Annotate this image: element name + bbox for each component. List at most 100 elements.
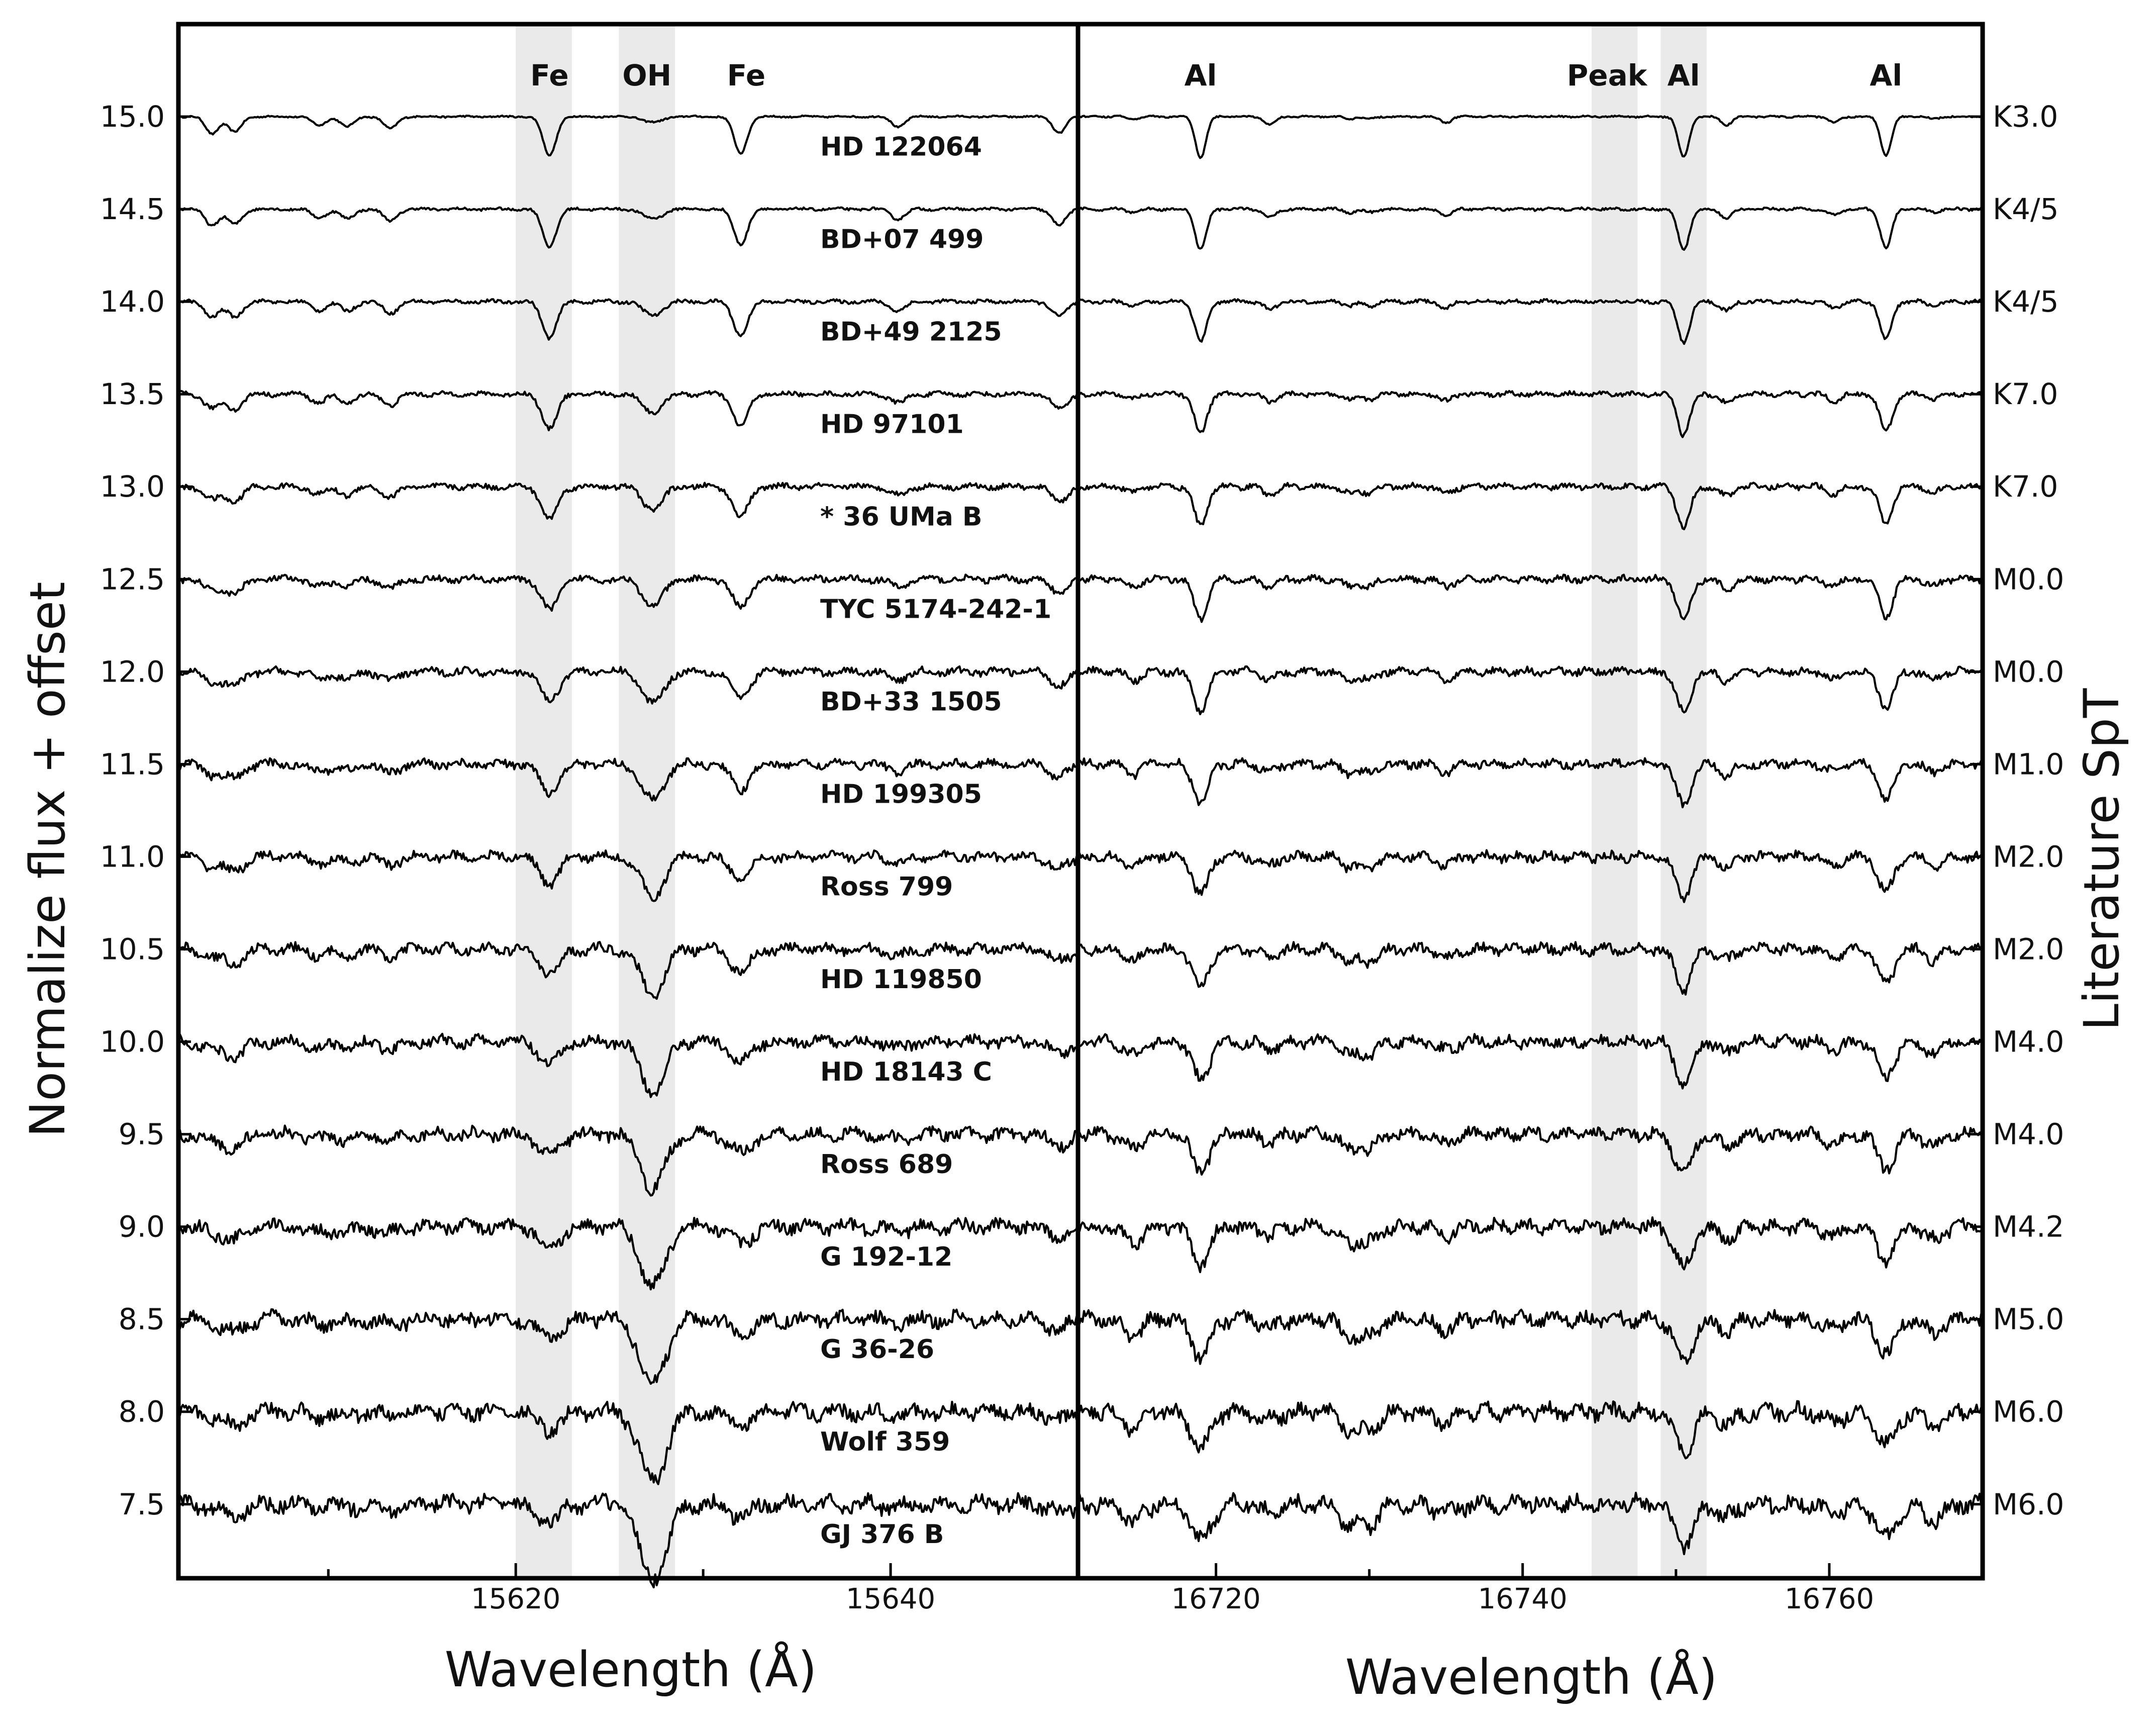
line-label-left-2: Fe — [727, 58, 766, 92]
y-axis-title: Normalize flux + offset — [20, 582, 76, 1137]
spectrum-left-5 — [177, 573, 1079, 612]
spectrum-right-5 — [1077, 573, 1984, 623]
spectrum-right-1 — [1077, 206, 1984, 251]
line-label-left-0: Fe — [530, 58, 569, 92]
spt-label: M4.2 — [1993, 1210, 2064, 1244]
star-name-label: TYC 5174-242-1 — [820, 595, 1051, 625]
y-tick-label: 11.5 — [100, 747, 165, 781]
spectrum-right-10 — [1076, 1033, 1984, 1090]
y-tick-label: 14.5 — [100, 192, 165, 226]
spt-label: M2.0 — [1993, 839, 2064, 874]
right-axis-title: Literature SpT — [2074, 688, 2130, 1030]
spt-label: M4.0 — [1993, 1117, 2064, 1152]
y-tick-label: 14.0 — [100, 284, 165, 319]
spt-label: K3.0 — [1993, 100, 2058, 134]
star-name-label: Wolf 359 — [820, 1427, 950, 1457]
spt-axis: K3.0 K4/5 K4/5 K7.0 K7.0 M0.0 M0.0 M1.0 M2.0 M2.0… — [1970, 100, 2064, 1521]
star-name-label: Ross 799 — [820, 872, 953, 902]
right-x-axis-title: Wavelength (Å) — [1345, 1649, 1718, 1705]
x-tick-label-right: 16760 — [1785, 1583, 1874, 1615]
y-tick-label: 9.0 — [119, 1210, 165, 1244]
spectrum-left-7 — [177, 757, 1079, 802]
spectrum-right-3 — [1077, 390, 1984, 438]
spt-label: M4.0 — [1993, 1025, 2064, 1059]
shaded-band-left-0 — [516, 24, 572, 1578]
line-label-right-3: Al — [1870, 58, 1902, 92]
y-tick-label: 12.5 — [100, 562, 165, 596]
y-tick-label: 11.0 — [100, 839, 165, 874]
spt-label: M2.0 — [1993, 932, 2064, 966]
spt-label: M1.0 — [1993, 747, 2064, 781]
star-name-label: * 36 UMa B — [820, 502, 983, 532]
spectrum-right-0 — [1077, 114, 1983, 159]
spectrum-right-9 — [1077, 941, 1984, 996]
spectrum-left-3 — [178, 390, 1079, 432]
spectrum-left-11 — [178, 1124, 1079, 1197]
star-name-label: HD 199305 — [820, 780, 982, 810]
star-name-label: BD+49 2125 — [820, 317, 1002, 347]
spectrum-right-11 — [1077, 1125, 1984, 1176]
left-x-axis-title: Wavelength (Å) — [445, 1641, 817, 1698]
left-panel: Fe OH Fe HD 122064 BD+07 499 BD+49 2125 HD 971… — [176, 22, 1081, 1615]
star-name-label: HD 122064 — [820, 132, 982, 162]
spt-label: M0.0 — [1993, 562, 2064, 596]
spt-label: M0.0 — [1993, 654, 2064, 689]
y-tick-label: 9.5 — [119, 1117, 165, 1152]
line-label-right-0: Peak — [1567, 58, 1648, 92]
spectrum-left-15 — [177, 1492, 1080, 1589]
shaded-band-right-1 — [1660, 24, 1707, 1578]
spectrum-left-10 — [177, 1032, 1080, 1098]
star-name-label: Ross 689 — [820, 1149, 953, 1180]
spectrum-left-0 — [177, 114, 1079, 157]
x-tick-label-right: 16740 — [1478, 1583, 1567, 1615]
spectrum-right-13 — [1076, 1308, 1984, 1365]
spectrum-left-1 — [177, 206, 1078, 249]
x-tick-label-left: 15620 — [471, 1583, 560, 1615]
right-panel: Peak Al Al Al 16720 16740 16760 — [1075, 22, 1985, 1615]
spt-label: K7.0 — [1993, 377, 2058, 411]
spectrum-left-9 — [177, 940, 1079, 1000]
shaded-band-left-1 — [619, 24, 675, 1578]
spectrum-right-12 — [1077, 1216, 1984, 1274]
x-tick-label-left: 15640 — [846, 1583, 935, 1615]
y-tick-label: 8.0 — [119, 1395, 165, 1429]
spectrum-right-8 — [1077, 849, 1984, 903]
spectrum-right-2 — [1077, 298, 1983, 345]
spectrum-left-2 — [178, 298, 1079, 341]
y-tick-label: 7.5 — [119, 1487, 165, 1521]
spectrum-left-4 — [178, 482, 1079, 520]
y-tick-label: 13.5 — [100, 377, 165, 411]
star-name-label: BD+07 499 — [820, 224, 984, 254]
y-tick-label: 13.0 — [100, 469, 165, 504]
spt-label: M5.0 — [1993, 1302, 2064, 1336]
spt-label: M6.0 — [1993, 1487, 2064, 1521]
spectrum-right-4 — [1077, 482, 1983, 531]
spectrum-left-14 — [177, 1400, 1080, 1485]
y-tick-label: 10.0 — [100, 1025, 165, 1059]
spt-label: K7.0 — [1993, 469, 2058, 504]
line-label-left-1: OH — [622, 58, 671, 92]
star-name-label: G 192-12 — [820, 1242, 952, 1272]
shaded-band-right-0 — [1592, 24, 1638, 1578]
line-label-right-1: Al — [1668, 58, 1700, 92]
spectrum-left-12 — [177, 1217, 1080, 1291]
spt-label: K4/5 — [1993, 192, 2059, 226]
star-name-label: G 36-26 — [820, 1334, 934, 1365]
y-tick-label: 15.0 — [100, 100, 165, 134]
left-y-axis: 7.5 8.0 8.5 9.0 9.5 10.0 10.5 11.0 11.5 12.0 12.5 1… — [100, 100, 191, 1521]
y-tick-label: 12.0 — [100, 654, 165, 689]
spectrum-left-6 — [177, 665, 1079, 705]
spt-label: M6.0 — [1993, 1395, 2064, 1429]
spectrum-left-8 — [177, 849, 1080, 902]
x-tick-label-right: 16720 — [1171, 1583, 1260, 1615]
star-name-label: GJ 376 B — [820, 1519, 944, 1550]
spectrum-right-14 — [1076, 1400, 1984, 1460]
frame-right — [1075, 22, 1985, 1581]
y-tick-label: 8.5 — [119, 1302, 165, 1336]
spectrum-right-7 — [1077, 757, 1984, 809]
spt-label: K4/5 — [1993, 284, 2059, 319]
spectrum-right-6 — [1077, 665, 1983, 716]
star-name-label: HD 97101 — [820, 409, 964, 439]
star-name-label: BD+33 1505 — [820, 687, 1002, 717]
